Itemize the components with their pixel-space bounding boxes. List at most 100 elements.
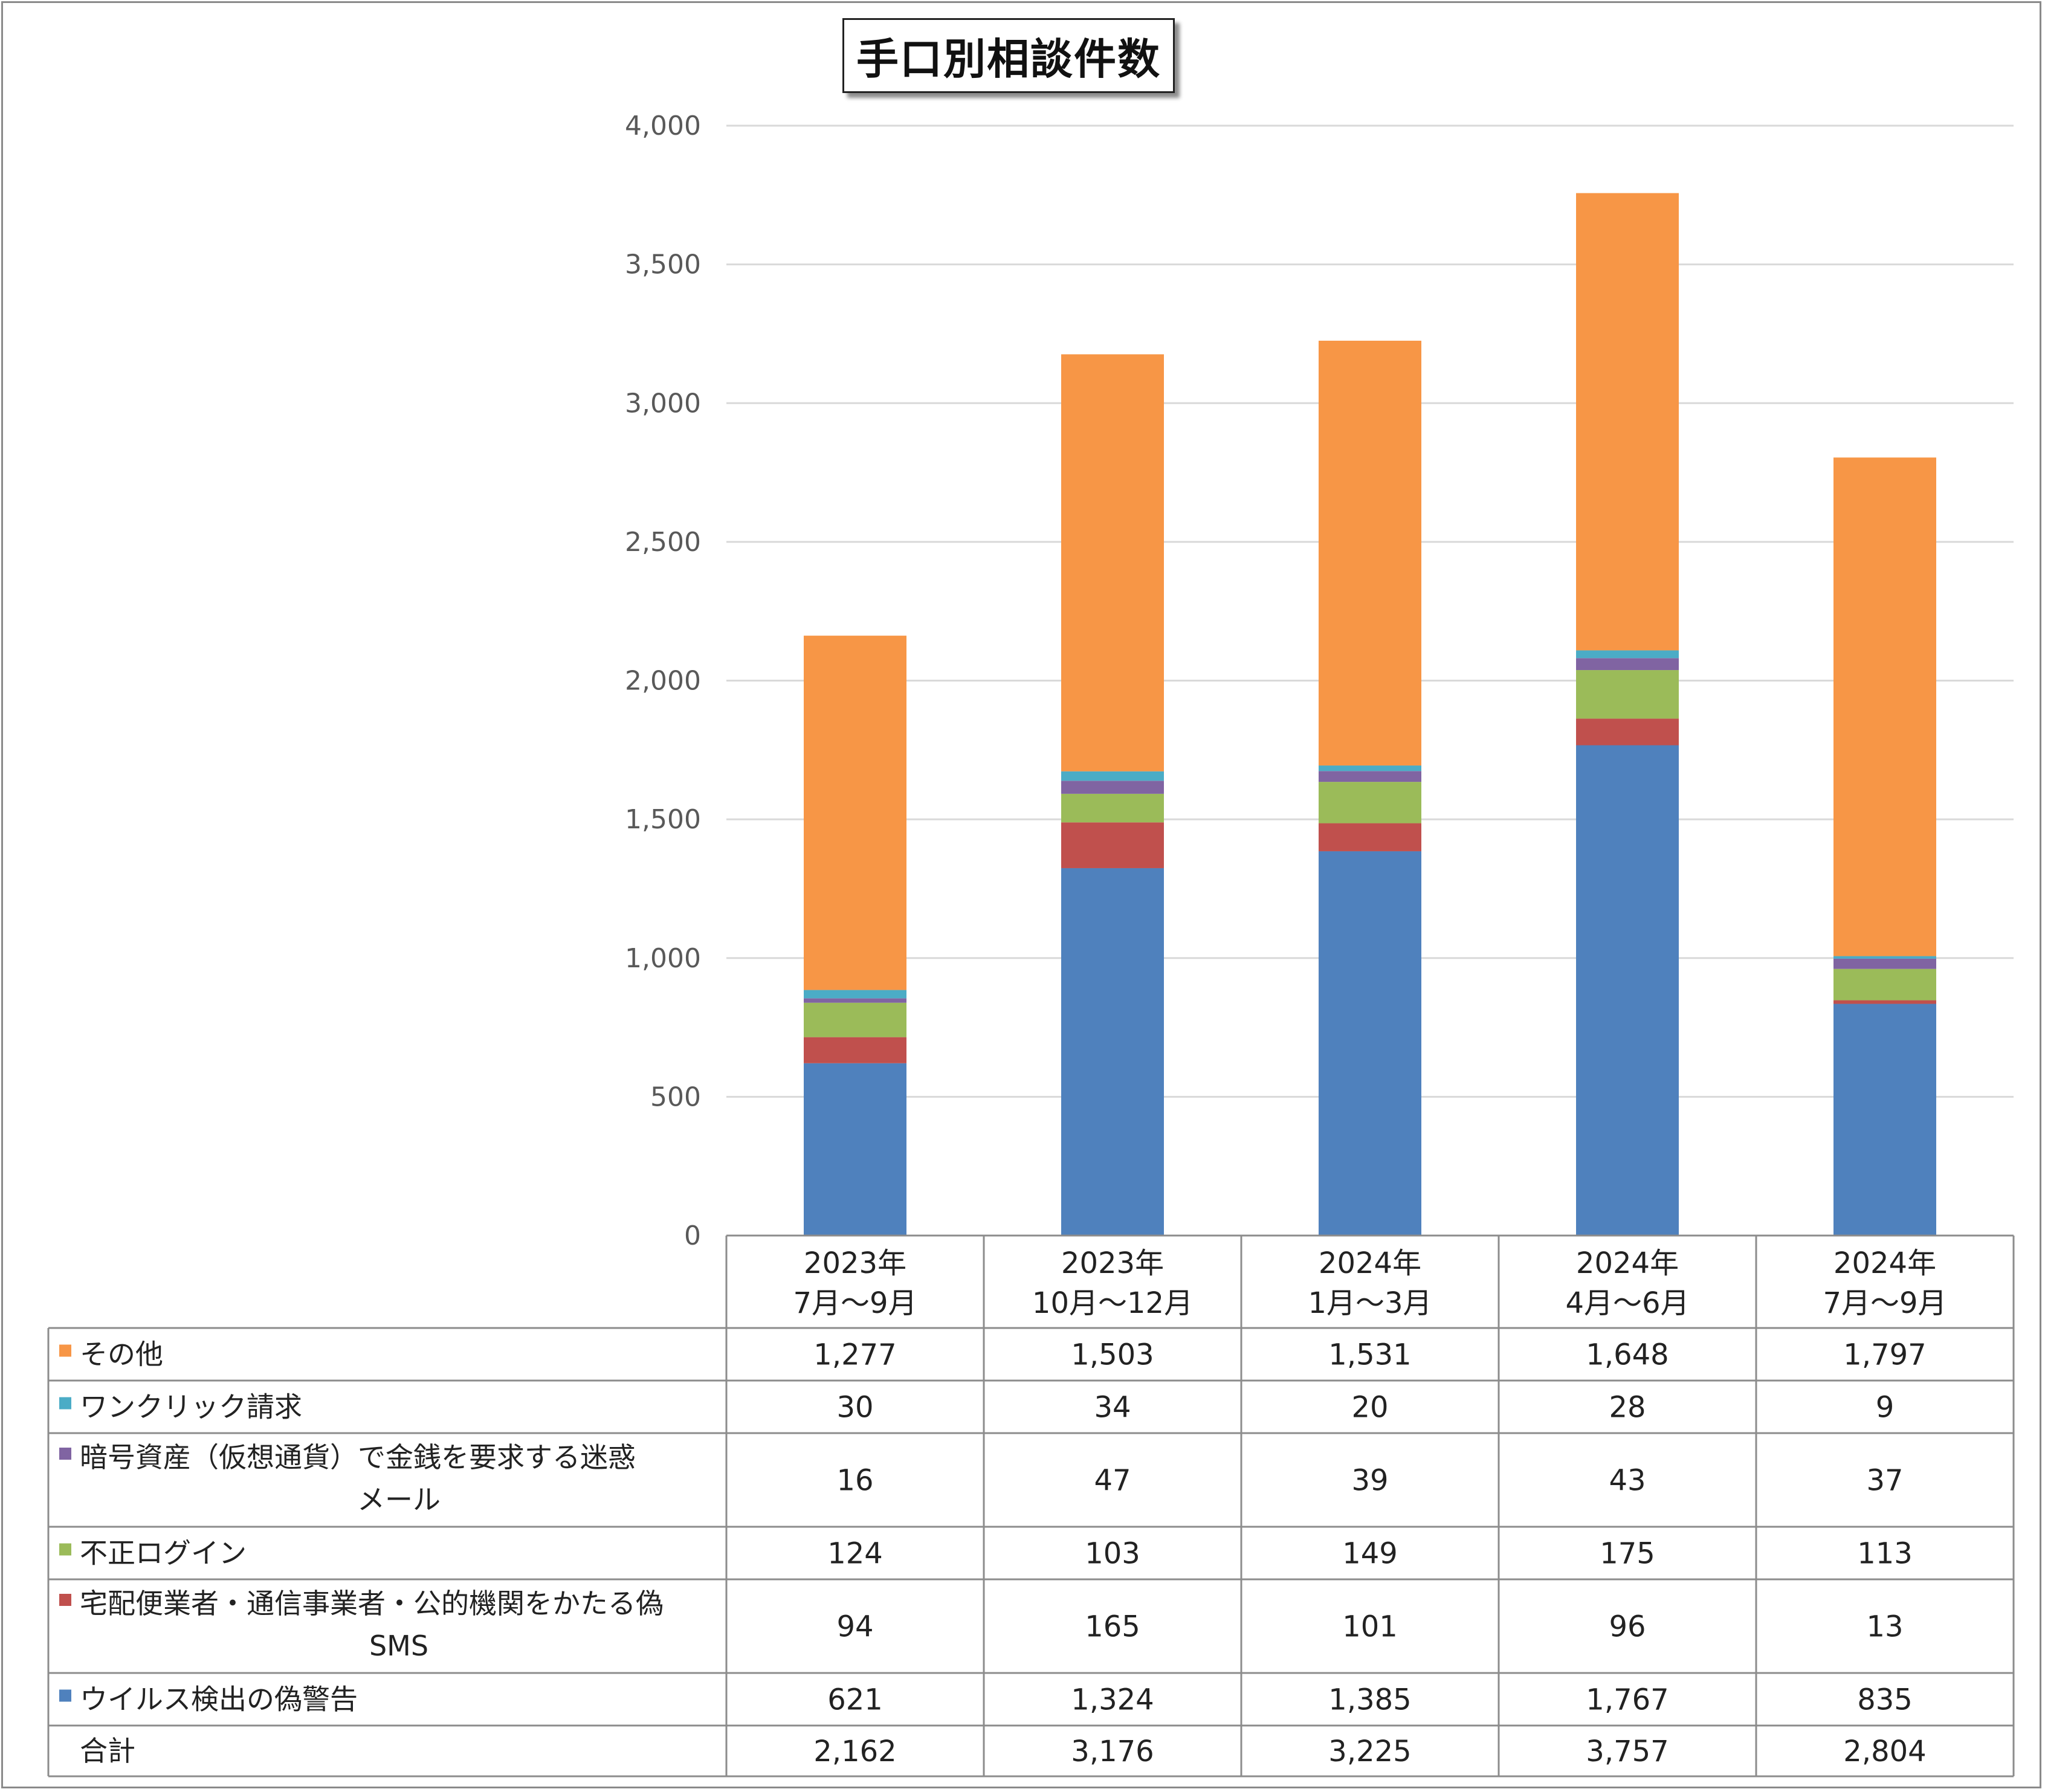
y-tick-label: 4,000 bbox=[625, 111, 701, 141]
bar-segment bbox=[1061, 822, 1164, 868]
bar-segment bbox=[1061, 793, 1164, 823]
total-cell-value: 3,757 bbox=[1586, 1735, 1669, 1768]
table-cell-value: 149 bbox=[1342, 1537, 1398, 1571]
bar-segment bbox=[1833, 956, 1936, 959]
total-cell-value: 3,176 bbox=[1071, 1735, 1154, 1768]
chart-title: 手口別相談件数 bbox=[856, 34, 1161, 84]
legend-label: メール bbox=[357, 1483, 441, 1516]
legend-key bbox=[59, 1543, 71, 1556]
bar-segment bbox=[1833, 958, 1936, 969]
table-cell-value: 621 bbox=[827, 1683, 883, 1717]
table-cell-value: 1,767 bbox=[1586, 1683, 1669, 1717]
x-tick-label: 1月～3月 bbox=[1308, 1286, 1432, 1320]
table-cell-value: 9 bbox=[1876, 1391, 1895, 1425]
table-cell-value: 113 bbox=[1857, 1537, 1913, 1571]
bar-segment bbox=[1833, 457, 1936, 956]
x-tick-label: 2024年 bbox=[1576, 1246, 1679, 1280]
table-cell-value: 835 bbox=[1857, 1683, 1913, 1717]
legend-key bbox=[59, 1448, 71, 1460]
bar-segment bbox=[1576, 650, 1679, 659]
total-cell-value: 3,225 bbox=[1328, 1735, 1411, 1768]
table-cell-value: 1,385 bbox=[1328, 1683, 1411, 1717]
bar-segment bbox=[804, 636, 906, 990]
x-tick-label: 2024年 bbox=[1833, 1246, 1936, 1280]
table-cell-value: 1,277 bbox=[813, 1338, 896, 1372]
bar-segment bbox=[1319, 823, 1421, 851]
table-cell-value: 1,324 bbox=[1071, 1683, 1154, 1717]
bar-segment bbox=[1576, 658, 1679, 671]
table-cell-value: 1,648 bbox=[1586, 1338, 1669, 1372]
legend-label: 暗号資産（仮想通貨）で金銭を要求する迷惑 bbox=[80, 1441, 636, 1474]
bar-segment bbox=[1576, 718, 1679, 746]
table-cell-value: 13 bbox=[1866, 1610, 1903, 1644]
x-tick-label: 10月～12月 bbox=[1032, 1286, 1193, 1320]
bar-segment bbox=[804, 1063, 906, 1236]
legend-key bbox=[59, 1344, 71, 1357]
bar-segment bbox=[804, 998, 906, 1003]
bar-segment bbox=[1319, 771, 1421, 782]
x-tick-label: 7月～9月 bbox=[1823, 1286, 1946, 1320]
legend-label: 宅配便業者・通信事業者・公的機関をかたる偽 bbox=[80, 1587, 664, 1620]
total-cell-value: 2,162 bbox=[813, 1735, 896, 1768]
table-cell-value: 165 bbox=[1085, 1610, 1140, 1644]
bar-segment bbox=[1061, 771, 1164, 781]
legend-key bbox=[59, 1594, 71, 1606]
table-cell-value: 94 bbox=[836, 1610, 873, 1644]
table-cell-value: 16 bbox=[836, 1464, 873, 1498]
legend-label: その他 bbox=[80, 1338, 163, 1371]
bar-segment bbox=[1319, 782, 1421, 823]
y-tick-label: 500 bbox=[650, 1081, 701, 1112]
legend-label: SMS bbox=[369, 1629, 428, 1662]
table-cell-value: 96 bbox=[1609, 1610, 1646, 1644]
bar-segment bbox=[1576, 670, 1679, 719]
bar-segment bbox=[1061, 868, 1164, 1236]
x-tick-label: 4月～6月 bbox=[1565, 1286, 1689, 1320]
total-label: 合計 bbox=[80, 1735, 135, 1767]
table-cell-value: 20 bbox=[1351, 1391, 1388, 1425]
y-tick-label: 0 bbox=[684, 1220, 701, 1251]
table-cell-value: 47 bbox=[1094, 1464, 1131, 1498]
x-tick-label: 7月～9月 bbox=[793, 1286, 917, 1320]
y-tick-label: 3,000 bbox=[625, 388, 701, 419]
bar-segment bbox=[1061, 781, 1164, 794]
table-cell-value: 1,797 bbox=[1843, 1338, 1926, 1372]
table-cell-value: 39 bbox=[1351, 1464, 1388, 1498]
bar-segment bbox=[804, 1037, 906, 1063]
table-cell-value: 103 bbox=[1085, 1537, 1140, 1571]
bar-segment bbox=[804, 990, 906, 999]
chart-title-box: 手口別相談件数 bbox=[842, 18, 1175, 93]
total-cell-value: 2,804 bbox=[1843, 1735, 1926, 1768]
bar-segment bbox=[1061, 354, 1164, 772]
table-cell-value: 30 bbox=[836, 1391, 873, 1425]
y-tick-label: 2,500 bbox=[625, 527, 701, 558]
bar-segment bbox=[1576, 745, 1679, 1236]
table-cell-value: 1,503 bbox=[1071, 1338, 1154, 1372]
table-cell-value: 1,531 bbox=[1328, 1338, 1411, 1372]
y-tick-label: 1,000 bbox=[625, 943, 701, 974]
x-tick-label: 2023年 bbox=[804, 1246, 906, 1280]
bar-segment bbox=[1833, 1004, 1936, 1236]
bar-segment bbox=[1576, 193, 1679, 651]
x-tick-label: 2023年 bbox=[1061, 1246, 1164, 1280]
legend-label: ウイルス検出の偽警告 bbox=[80, 1683, 358, 1716]
table-cell-value: 101 bbox=[1342, 1610, 1398, 1644]
y-tick-label: 3,500 bbox=[625, 250, 701, 280]
table-cell-value: 28 bbox=[1609, 1391, 1646, 1425]
bar-segment bbox=[804, 1002, 906, 1037]
bar-segment bbox=[1319, 765, 1421, 772]
y-tick-label: 2,000 bbox=[625, 666, 701, 697]
bar-segment bbox=[1833, 969, 1936, 1001]
bar-segment bbox=[1319, 340, 1421, 766]
x-tick-label: 2024年 bbox=[1319, 1246, 1421, 1280]
bar-segment bbox=[1833, 1000, 1936, 1004]
legend-key bbox=[59, 1689, 71, 1702]
legend-label: 不正ログイン bbox=[80, 1537, 247, 1570]
table-cell-value: 37 bbox=[1866, 1464, 1903, 1498]
y-tick-label: 1,500 bbox=[625, 804, 701, 835]
table-cell-value: 34 bbox=[1094, 1391, 1131, 1425]
bar-segment bbox=[1319, 851, 1421, 1236]
table-cell-value: 175 bbox=[1600, 1537, 1655, 1571]
table-cell-value: 124 bbox=[827, 1537, 883, 1571]
